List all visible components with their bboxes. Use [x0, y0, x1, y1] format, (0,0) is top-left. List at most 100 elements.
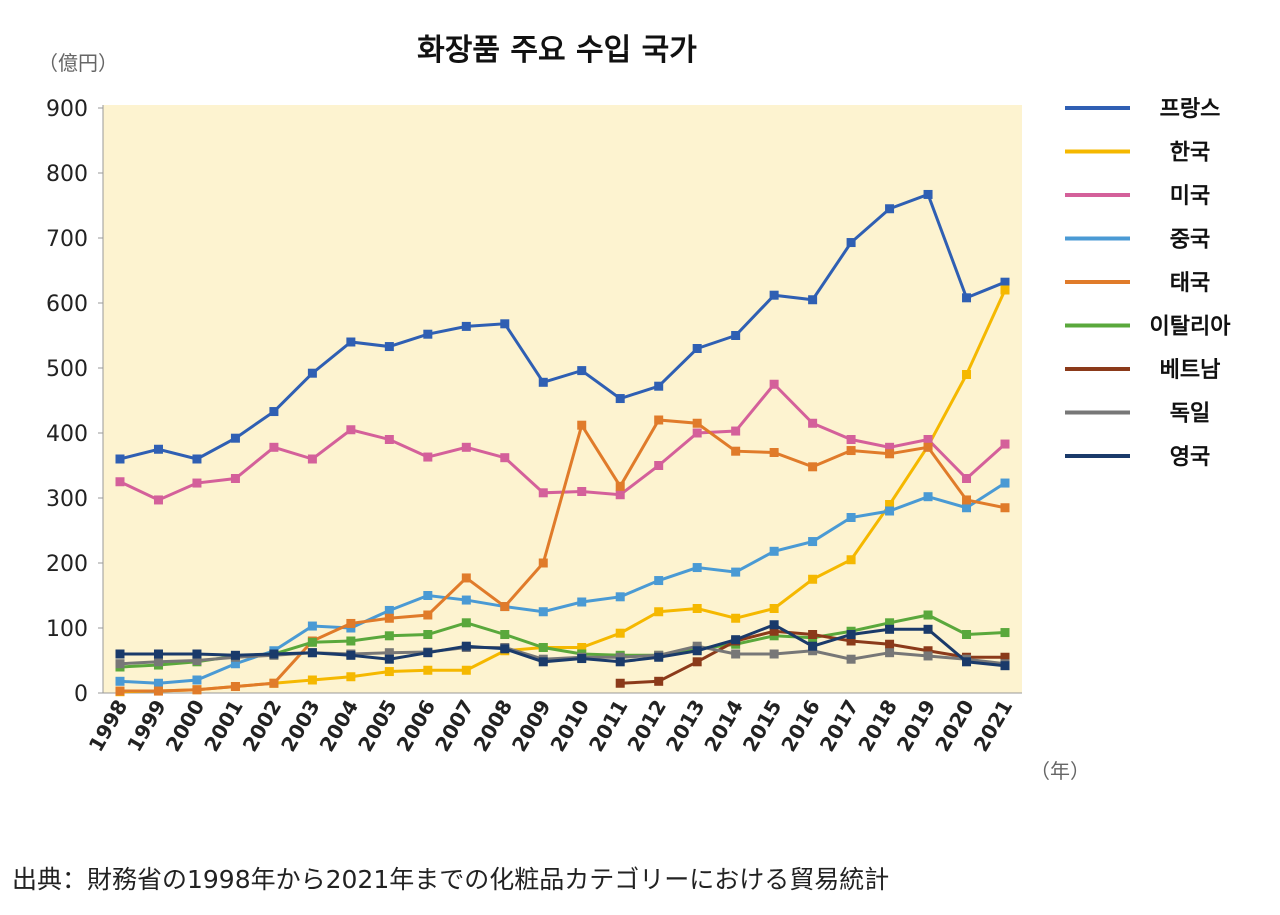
data-point [538, 643, 548, 652]
data-point [192, 454, 202, 464]
data-point [384, 667, 394, 677]
series-line [120, 418, 1006, 693]
x-tick-label: 2006 [392, 696, 441, 756]
x-tick-label: 2001 [199, 696, 248, 756]
data-point [615, 394, 625, 404]
data-point [923, 651, 933, 661]
data-point [731, 567, 741, 577]
x-tick-label: 2013 [661, 696, 710, 756]
data-point [577, 654, 587, 664]
y-tick-label: 100 [46, 617, 88, 642]
data-point [962, 474, 972, 483]
x-tick-label: 2021 [969, 696, 1018, 756]
chart-title: 화장품 주요 수입 국가 [417, 33, 697, 68]
data-point [615, 652, 625, 662]
x-tick-label: 2007 [430, 696, 479, 756]
data-point [269, 442, 279, 452]
data-point [885, 639, 895, 649]
data-point [731, 426, 741, 436]
data-point [731, 649, 741, 659]
data-point [808, 462, 818, 472]
x-tick-label: 2020 [930, 696, 979, 756]
data-point [615, 657, 625, 667]
data-point [423, 648, 433, 658]
x-tick-label: 2011 [584, 696, 633, 756]
x-tick-label: 2004 [315, 696, 364, 756]
data-point [808, 641, 818, 651]
data-point [1000, 439, 1010, 449]
y-axis-label: （億円） [38, 51, 118, 75]
data-point [269, 649, 279, 659]
data-point [769, 448, 779, 457]
legend-label: 태국 [1170, 271, 1210, 296]
data-point [654, 461, 664, 470]
y-tick-label: 600 [46, 292, 88, 317]
data-point [962, 370, 972, 379]
data-point [461, 618, 471, 628]
data-point [885, 500, 895, 509]
y-tick-label: 700 [46, 227, 88, 252]
data-point [692, 428, 702, 438]
data-point [115, 676, 125, 686]
data-point [384, 613, 394, 623]
data-point [962, 293, 972, 303]
data-point [192, 675, 202, 685]
data-point [115, 686, 125, 696]
data-point [846, 513, 856, 522]
data-point [461, 321, 471, 331]
data-point [423, 329, 433, 339]
data-point [692, 344, 702, 353]
data-point [230, 659, 240, 669]
data-point [846, 435, 856, 444]
data-point [384, 435, 394, 444]
data-point [615, 628, 625, 638]
x-axis-label: （年） [1030, 759, 1090, 783]
data-point [346, 425, 356, 435]
data-point [885, 204, 895, 214]
data-point [769, 379, 779, 389]
data-point [307, 454, 317, 464]
data-point [923, 442, 933, 452]
data-point [1000, 652, 1010, 662]
x-tick-label: 1998 [84, 696, 133, 756]
data-point [846, 238, 856, 248]
data-point [192, 656, 202, 665]
y-tick-label: 500 [46, 357, 88, 382]
data-point [346, 672, 356, 682]
data-point [615, 490, 625, 500]
data-point [423, 610, 433, 620]
series-line [119, 192, 1006, 461]
data-point [923, 492, 933, 502]
data-point [1000, 285, 1010, 295]
data-point [307, 648, 317, 658]
data-point [1000, 478, 1010, 488]
data-point [692, 604, 702, 613]
x-tick-label: 2000 [161, 696, 210, 756]
data-point [500, 602, 510, 612]
data-point [923, 610, 933, 620]
data-point [846, 446, 856, 456]
y-tick-label: 400 [46, 422, 88, 447]
legend-label: 베트남 [1160, 358, 1221, 383]
x-tick-label: 2019 [892, 696, 941, 756]
x-tick-label: 2018 [853, 696, 902, 756]
data-point [808, 630, 818, 639]
data-point [346, 636, 356, 646]
x-tick-label: 2012 [622, 696, 671, 756]
legend-label: 미국 [1170, 184, 1210, 209]
data-point [153, 649, 163, 659]
data-point [346, 650, 356, 660]
x-tick-label: 2005 [353, 696, 402, 756]
data-point [808, 537, 818, 547]
data-point [923, 189, 933, 199]
data-point [769, 620, 779, 630]
data-point [269, 678, 279, 688]
data-point [577, 487, 587, 496]
data-point [1000, 628, 1010, 638]
data-point [115, 659, 125, 669]
data-point [885, 442, 895, 452]
data-point [615, 678, 625, 688]
x-tick-label: 2010 [545, 696, 594, 756]
legend-label: 한국 [1170, 141, 1210, 166]
